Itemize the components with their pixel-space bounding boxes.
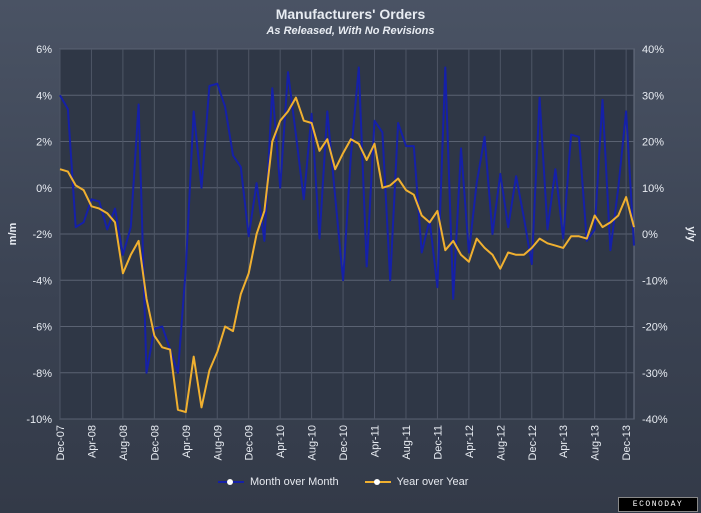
left-tick-label: -10%: [26, 414, 52, 426]
legend-marker-mom: [218, 477, 244, 487]
x-axis-ticks: Dec-07 Apr-08 Aug-08 Dec-08 Apr-09 Aug-09 Dec-…: [55, 425, 633, 460]
right-tick-label: -10%: [642, 275, 668, 287]
legend-marker-yoy: [364, 477, 391, 487]
legend-label-mom: Month over Month: [250, 476, 339, 488]
gridlines: [59, 48, 634, 420]
right-axis-label: y/y: [685, 226, 697, 242]
right-tick-label: -30%: [642, 368, 668, 380]
left-tick-label: -4%: [32, 275, 52, 287]
x-tick-label: Apr-10: [275, 425, 287, 458]
x-tick-label: Dec-08: [149, 425, 161, 460]
x-tick-label: Dec-12: [527, 425, 539, 460]
x-tick-label: Dec-07: [55, 425, 67, 460]
x-tick-label: Aug-11: [401, 425, 413, 460]
x-tick-label: Apr-13: [558, 425, 570, 458]
left-tick-label: 0%: [36, 183, 52, 195]
right-tick-label: 30%: [642, 90, 664, 102]
brand-logo: ECONODAY: [618, 497, 698, 512]
x-tick-label: Aug-09: [212, 425, 224, 460]
x-tick-label: Apr-11: [370, 425, 382, 457]
series-line-year-over-year: [59, 96, 635, 414]
left-tick-label: 4%: [36, 90, 52, 102]
x-tick-label: Apr-08: [86, 425, 98, 458]
legend-label-yoy: Year over Year: [396, 476, 469, 488]
x-tick-label: Dec-09: [244, 425, 256, 460]
right-tick-label: 40%: [642, 44, 664, 56]
left-tick-label: -8%: [32, 368, 52, 380]
x-tick-label: Aug-10: [307, 425, 319, 460]
x-tick-label: Dec-10: [338, 425, 350, 460]
right-tick-label: 10%: [642, 183, 664, 195]
series-line-month-over-month: [59, 66, 635, 374]
right-tick-label: 20%: [642, 137, 664, 149]
x-tick-label: Dec-13: [621, 425, 633, 460]
x-tick-label: Aug-08: [118, 425, 130, 460]
right-tick-label: -20%: [642, 322, 668, 334]
x-tick-label: Aug-12: [495, 425, 507, 460]
left-tick-label: -2%: [32, 229, 52, 241]
chart-title: Manufacturers' Orders: [275, 6, 426, 22]
right-axis-ticks: 40% 30% 20% 10% 0% -10% -20% -30% -40%: [642, 44, 668, 426]
series-lines: [59, 66, 635, 414]
left-axis-label: m/m: [7, 222, 19, 245]
x-tick-label: Aug-13: [590, 425, 602, 460]
left-tick-label: 2%: [36, 137, 52, 149]
right-tick-label: 0%: [642, 229, 658, 241]
x-tick-label: Apr-09: [181, 425, 193, 458]
chart-legend: Month over Month Year over Year: [218, 476, 468, 488]
left-tick-label: 6%: [36, 44, 52, 56]
chart-subtitle: As Released, With No Revisions: [266, 25, 435, 37]
x-tick-label: Apr-12: [464, 425, 476, 458]
right-tick-label: -40%: [642, 414, 668, 426]
left-axis-ticks: 6% 4% 2% 0% -2% -4% -6% -8% -10%: [26, 44, 52, 426]
left-tick-label: -6%: [32, 322, 52, 334]
x-tick-label: Dec-11: [432, 425, 444, 460]
